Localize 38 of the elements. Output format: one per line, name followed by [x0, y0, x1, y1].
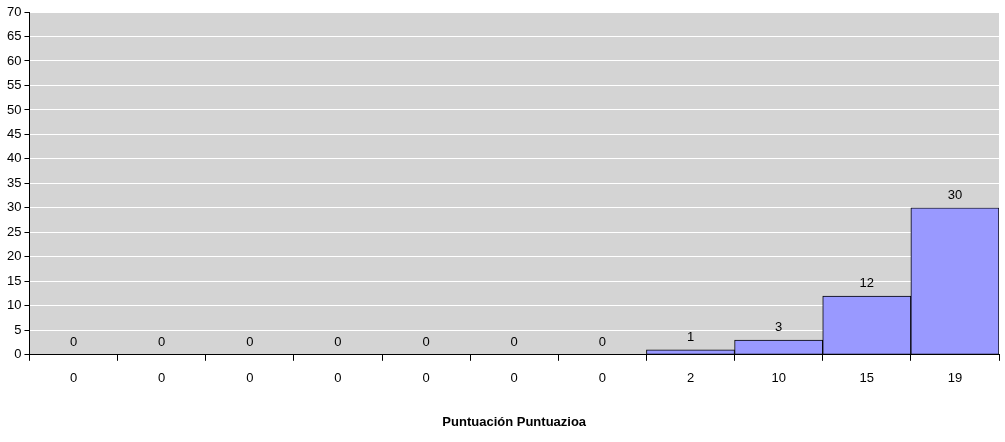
x-tick-label: 10	[771, 370, 786, 386]
x-tick-label: 0	[422, 370, 430, 386]
data-label: 0	[246, 333, 254, 349]
y-tick-label: 40	[6, 150, 22, 166]
y-tick-label: 70	[6, 3, 22, 19]
y-tick-label: 20	[6, 248, 22, 264]
y-tick-label: 10	[6, 297, 22, 313]
data-label: 30	[947, 186, 963, 202]
data-label: 0	[158, 333, 166, 349]
y-tick-label: 0	[14, 346, 22, 362]
x-tick-label: 0	[69, 370, 78, 386]
y-tick-label: 30	[6, 199, 22, 215]
y-tick-label: 65	[6, 28, 22, 44]
data-label: 0	[598, 333, 606, 349]
y-tick-label: 25	[6, 223, 22, 239]
x-tick-label: 19	[947, 370, 963, 386]
data-label: 3	[775, 319, 783, 335]
x-tick-label: 0	[158, 370, 166, 386]
x-tick-label: 15	[859, 370, 875, 386]
data-label: 12	[859, 275, 875, 291]
y-tick-label: 15	[6, 272, 22, 288]
x-tick-label: 0	[246, 370, 254, 386]
x-tick-label: 2	[686, 370, 695, 386]
y-tick-label: 50	[6, 101, 22, 117]
y-tick-label: 35	[6, 174, 22, 190]
y-tick-label: 5	[14, 321, 22, 337]
data-label: 1	[686, 328, 695, 344]
data-label: 0	[334, 333, 342, 349]
y-tick-label: 55	[6, 77, 22, 93]
data-label: 0	[69, 333, 78, 349]
data-label: 0	[422, 333, 430, 349]
x-tick-label: 0	[334, 370, 342, 386]
x-tick-label: 0	[598, 370, 606, 386]
y-tick-label: 45	[6, 126, 22, 142]
y-tick-label: 60	[6, 52, 22, 68]
data-label: 0	[510, 333, 518, 349]
x-tick-label: 0	[510, 370, 518, 386]
x-axis-title: Puntuación Puntuazioa	[442, 413, 587, 429]
